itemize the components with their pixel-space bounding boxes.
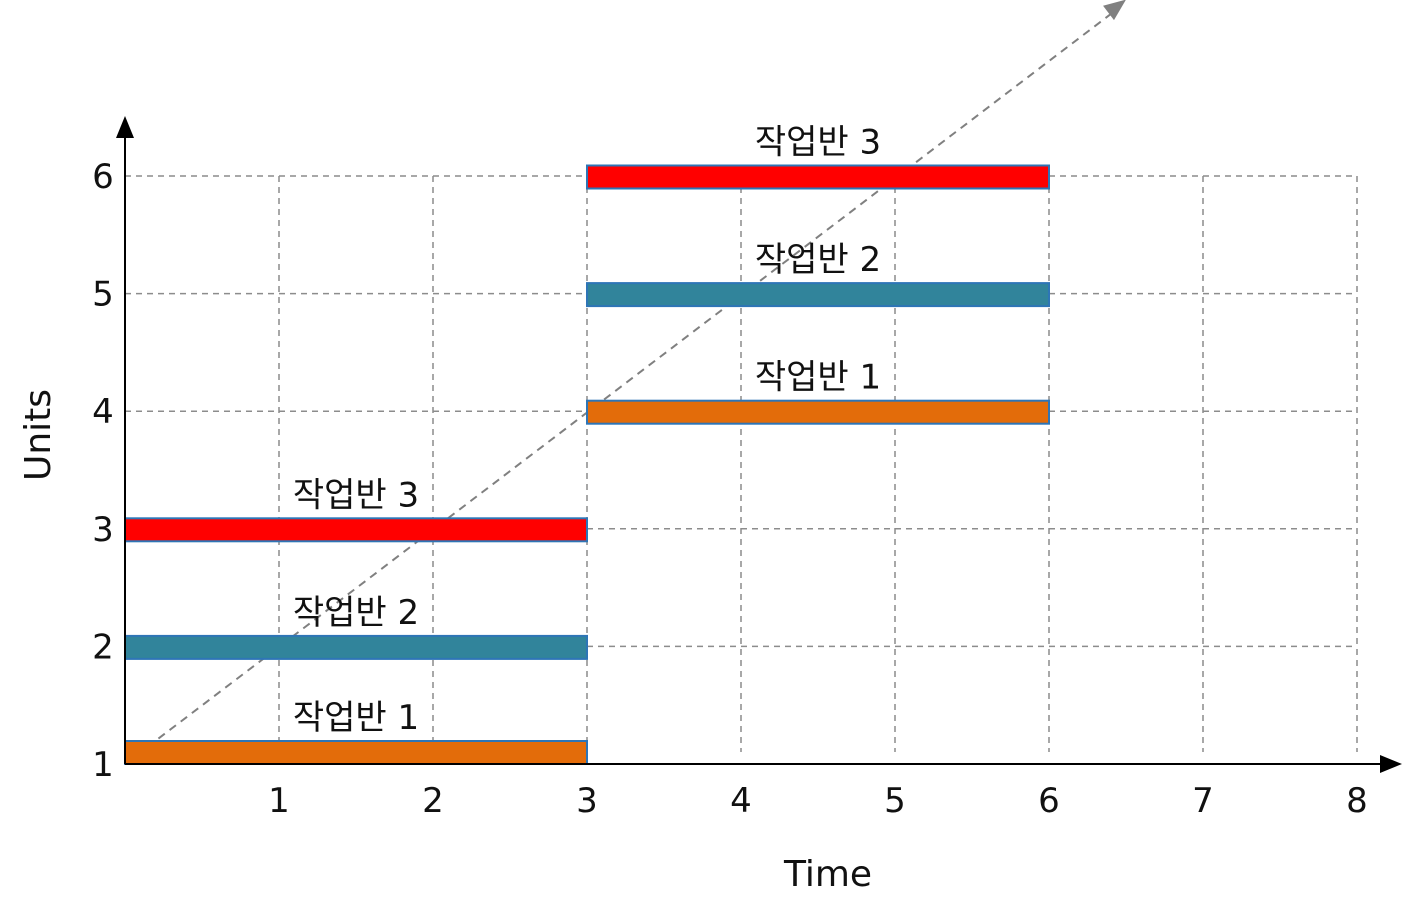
x-tick-label: 3 <box>576 781 598 821</box>
tick-labels: 1 2 3 4 5 6 7 8 1 2 3 4 5 6 <box>92 157 1368 821</box>
bar-label: 작업반 2 <box>293 593 419 633</box>
y-tick-label: 5 <box>92 275 114 315</box>
x-tick-label: 2 <box>422 781 444 821</box>
x-tick-label: 7 <box>1192 781 1214 821</box>
y-tick-label: 3 <box>92 510 114 550</box>
y-axis-arrow-icon <box>116 116 134 138</box>
x-tick-label: 1 <box>268 781 290 821</box>
x-tick-label: 5 <box>884 781 906 821</box>
trend-arrow-icon <box>1103 0 1126 21</box>
bar-work-group-1 <box>124 740 588 765</box>
y-tick-label: 6 <box>92 157 114 197</box>
y-tick-label: 4 <box>92 392 114 432</box>
bar-label: 작업반 2 <box>755 240 881 280</box>
bar-work-group-2 <box>124 634 588 660</box>
bar-work-group-3 <box>124 517 588 543</box>
x-tick-label: 4 <box>730 781 752 821</box>
y-axis-title: Units <box>18 389 59 481</box>
bars: 작업반 1 작업반 2 작업반 3 작업반 1 작업반 2 작업반 3 <box>124 123 1050 765</box>
bar-work-group-1 <box>586 399 1050 425</box>
bar-label: 작업반 1 <box>755 358 881 398</box>
bar-work-group-3 <box>586 164 1050 190</box>
x-tick-label: 6 <box>1038 781 1060 821</box>
x-axis-arrow-icon <box>1380 755 1402 773</box>
bar-label: 작업반 3 <box>755 123 881 163</box>
y-tick-label: 2 <box>92 627 114 667</box>
trend-line <box>124 10 1115 765</box>
x-tick-label: 8 <box>1346 781 1368 821</box>
bar-label: 작업반 1 <box>293 698 419 738</box>
bar-work-group-2 <box>586 282 1050 308</box>
y-tick-label: 1 <box>92 745 114 785</box>
axes <box>116 116 1402 773</box>
grid <box>125 175 1358 752</box>
x-axis-title: Time <box>783 854 872 895</box>
trend-line-layer <box>124 0 1126 765</box>
bar-label: 작업반 3 <box>293 475 419 515</box>
